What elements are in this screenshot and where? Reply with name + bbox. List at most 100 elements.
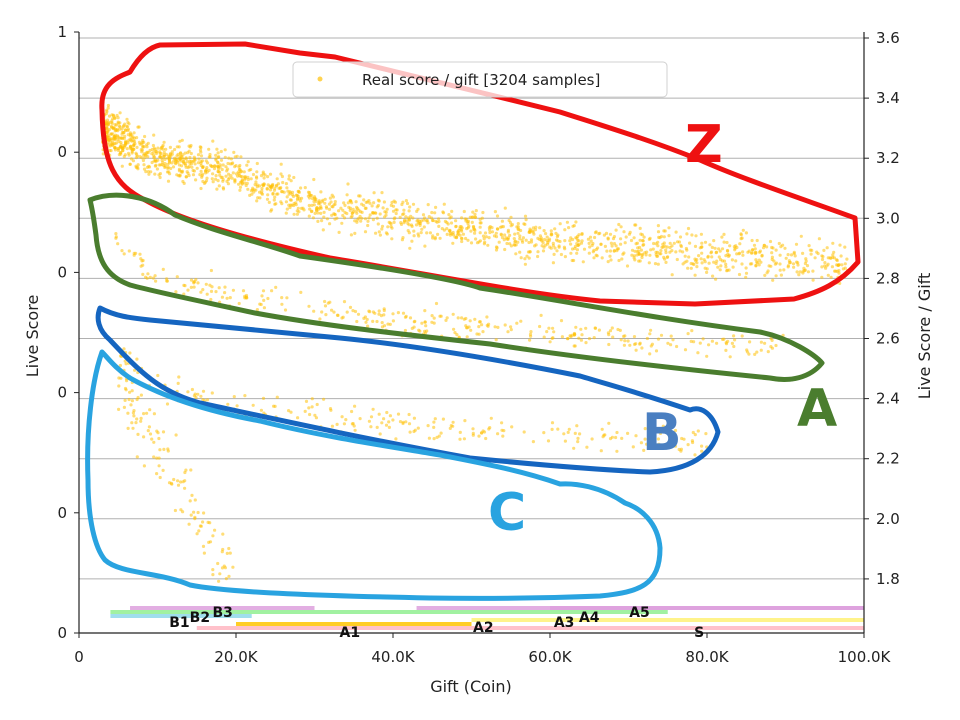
- scatter-point: [450, 210, 453, 213]
- scatter-point: [634, 434, 637, 437]
- scatter-point: [304, 410, 307, 413]
- scatter-point: [709, 251, 712, 254]
- scatter-point: [128, 154, 131, 157]
- scatter-point: [185, 166, 188, 169]
- scatter-point: [330, 214, 333, 217]
- scatter-point: [314, 212, 317, 215]
- scatter-point: [337, 209, 340, 212]
- scatter-point: [214, 159, 217, 162]
- scatter-point: [288, 206, 291, 209]
- scatter-point: [711, 340, 714, 343]
- scatter-point: [793, 251, 796, 254]
- scatter-point: [422, 213, 425, 216]
- scatter-point: [166, 167, 169, 170]
- scatter-point: [612, 237, 615, 240]
- scatter-point: [263, 176, 266, 179]
- scatter-point: [417, 232, 420, 235]
- scatter-point: [479, 231, 482, 234]
- scatter-point: [372, 408, 375, 411]
- scatter-point: [770, 246, 773, 249]
- scatter-point: [371, 320, 374, 323]
- scatter-point: [182, 284, 185, 287]
- scatter-point: [615, 450, 618, 453]
- scatter-point: [741, 334, 744, 337]
- scatter-point: [759, 250, 762, 253]
- scatter-point: [233, 395, 236, 398]
- scatter-point: [346, 193, 349, 196]
- scatter-point: [390, 222, 393, 225]
- scatter-point: [733, 245, 736, 248]
- scatter-point: [778, 262, 781, 265]
- scatter-point: [316, 403, 319, 406]
- scatter-point: [664, 229, 667, 232]
- scatter-point: [359, 210, 362, 213]
- scatter-point: [385, 231, 388, 234]
- scatter-point: [601, 428, 604, 431]
- scatter-point: [807, 270, 810, 273]
- scatter-point: [115, 141, 118, 144]
- scatter-point: [121, 165, 124, 168]
- scatter-point: [124, 141, 127, 144]
- scatter-point: [269, 188, 272, 191]
- scatter-point: [331, 205, 334, 208]
- scatter-point: [417, 329, 420, 332]
- scatter-point: [123, 252, 126, 255]
- scatter-point: [745, 231, 748, 234]
- scatter-point: [194, 498, 197, 501]
- scatter-point: [524, 215, 527, 218]
- scatter-point: [399, 221, 402, 224]
- scatter-point: [657, 236, 660, 239]
- scatter-point: [237, 165, 240, 168]
- scatter-point: [475, 332, 478, 335]
- scatter-point: [519, 229, 522, 232]
- scatter-point: [125, 125, 128, 128]
- scatter-point: [166, 402, 169, 405]
- scatter-point: [754, 247, 757, 250]
- scatter-point: [529, 231, 532, 234]
- scatter-point: [831, 242, 834, 245]
- scatter-point: [192, 511, 195, 514]
- scatter-point: [833, 270, 836, 273]
- scatter-point: [200, 170, 203, 173]
- scatter-point: [556, 239, 559, 242]
- scatter-point: [175, 173, 178, 176]
- scatter-point: [742, 229, 745, 232]
- scatter-point: [620, 257, 623, 260]
- scatter-point: [142, 159, 145, 162]
- scatter-point: [832, 251, 835, 254]
- scatter-point: [186, 170, 189, 173]
- scatter-point: [368, 310, 371, 313]
- scatter-point: [120, 146, 123, 149]
- scatter-point: [772, 259, 775, 262]
- scatter-point: [515, 322, 518, 325]
- scatter-point: [243, 394, 246, 397]
- scatter-point: [498, 241, 501, 244]
- scatter-point: [580, 233, 583, 236]
- scatter-point: [140, 148, 143, 151]
- scatter-point: [536, 250, 539, 253]
- scatter-point: [688, 242, 691, 245]
- scatter-point: [452, 328, 455, 331]
- scatter-point: [463, 210, 466, 213]
- scatter-point: [585, 446, 588, 449]
- scatter-point: [502, 429, 505, 432]
- scatter-point: [494, 325, 497, 328]
- scatter-point: [828, 256, 831, 259]
- scatter-point: [372, 201, 375, 204]
- scatter-point: [127, 133, 130, 136]
- scatter-point: [388, 426, 391, 429]
- scatter-point: [178, 140, 181, 143]
- scatter-point: [111, 141, 114, 144]
- scatter-point: [105, 110, 108, 113]
- scatter-point: [460, 240, 463, 243]
- scatter-point: [128, 351, 131, 354]
- scatter-point: [631, 249, 634, 252]
- scatter-point: [758, 263, 761, 266]
- scatter-point: [153, 412, 156, 415]
- scatter-point: [232, 171, 235, 174]
- scatter-point: [269, 210, 272, 213]
- scatter-point: [564, 255, 567, 258]
- scatter-point: [343, 216, 346, 219]
- scatter-point: [383, 215, 386, 218]
- band-label: A5: [629, 605, 650, 621]
